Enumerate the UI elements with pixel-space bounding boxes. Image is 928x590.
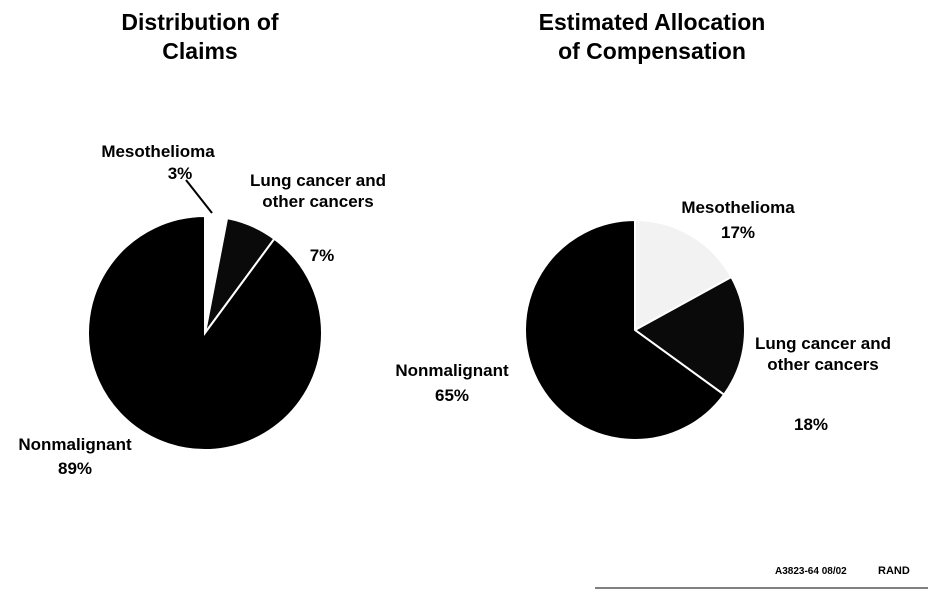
slice-name: Lung cancer and other cancers xyxy=(754,334,892,374)
footer-code: A3823-64 08/02 xyxy=(775,566,847,577)
slice-value: 17% xyxy=(720,223,756,242)
pie-slice xyxy=(87,214,323,451)
slice-name: Nonmalignant xyxy=(18,435,132,454)
chart-title: Estimated Allocation of Compensation xyxy=(538,9,766,64)
chart-title: Distribution of Claims xyxy=(121,9,279,64)
leader-line xyxy=(185,179,213,214)
footer-org: RAND xyxy=(878,565,910,577)
slice-name: Mesothelioma xyxy=(101,142,215,161)
pie-slice xyxy=(633,275,746,397)
slice-value: 3% xyxy=(167,164,193,183)
slice-value: 89% xyxy=(57,459,93,478)
pie-slice xyxy=(524,218,726,441)
slice-name: Nonmalignant xyxy=(395,361,509,380)
slice-name: Mesothelioma xyxy=(681,198,795,217)
slice-value: 65% xyxy=(434,386,470,405)
pie-slice xyxy=(634,218,733,332)
slice-name: Lung cancer and other cancers xyxy=(249,171,387,211)
slice-value: 18% xyxy=(793,415,829,434)
slice-value: 7% xyxy=(309,246,335,265)
